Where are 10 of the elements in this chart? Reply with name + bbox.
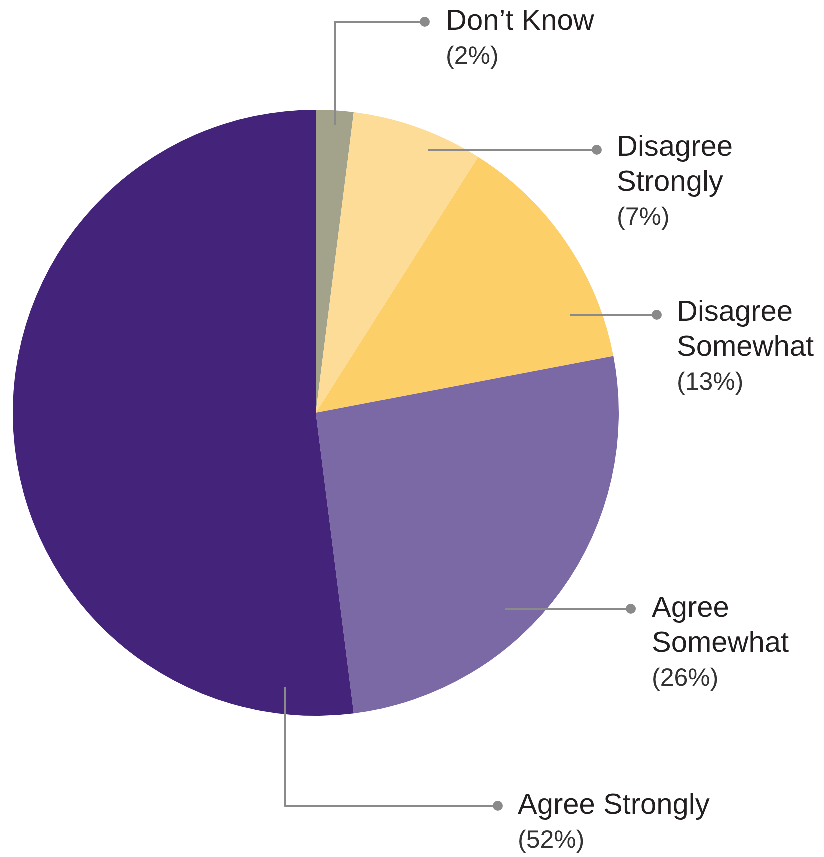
data-label: (52%) <box>518 826 585 854</box>
data-label: (7%) <box>617 202 670 231</box>
slice-label: Agree Strongly <box>518 789 710 821</box>
data-label: (26%) <box>652 664 719 692</box>
slice-label: Don’t Know <box>446 5 596 37</box>
slice-label: Disagree Strongly <box>617 131 734 198</box>
data-label: (13%) <box>677 368 744 396</box>
slice-label: Agree Somewhat <box>652 592 790 659</box>
data-label: (2%) <box>446 42 499 70</box>
slice-label: Disagree Somewhat <box>677 296 814 363</box>
